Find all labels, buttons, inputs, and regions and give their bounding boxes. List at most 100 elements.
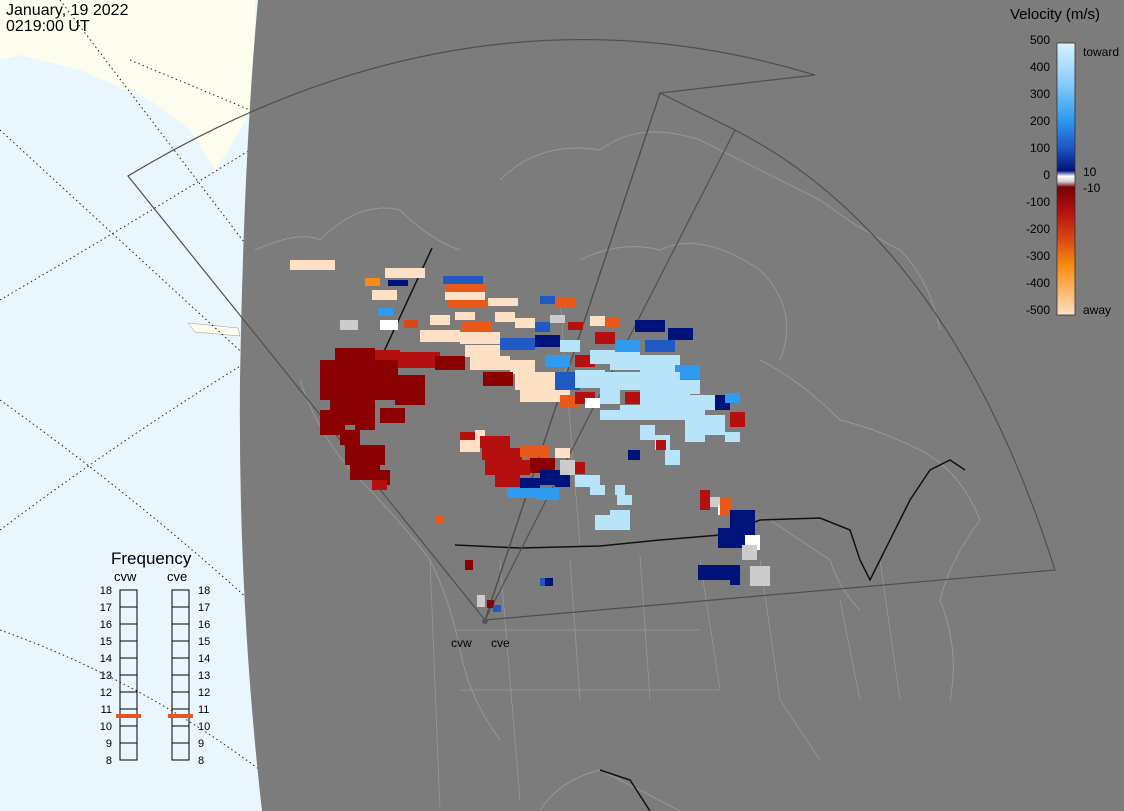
velocity-cell (436, 516, 444, 524)
velocity-cell (645, 340, 675, 352)
velocity-cell (575, 462, 585, 474)
velocity-cell (388, 280, 408, 286)
velocity-cell (720, 497, 732, 515)
velocity-cell (420, 330, 460, 342)
freq-scale-label-right: 11 (198, 704, 210, 716)
velocity-cell (605, 318, 620, 328)
velocity-cell (560, 460, 575, 475)
velocity-cell (555, 298, 575, 308)
velocity-cell (380, 408, 405, 423)
freq-scale-label-left: 18 (99, 585, 112, 597)
velocity-cell (635, 320, 665, 332)
velocity-cell (483, 372, 513, 386)
velocity-cell (460, 432, 480, 442)
velocity-cell (620, 405, 655, 420)
velocity-cell (520, 478, 540, 490)
freq-marker-cve (168, 714, 193, 718)
velocity-cell (448, 300, 488, 308)
freq-marker-cvw (116, 714, 141, 718)
velocity-cell (730, 565, 740, 585)
velocity-cell (535, 335, 560, 347)
velocity-cell (465, 345, 500, 357)
freq-scale-label-left: 17 (99, 602, 112, 614)
velocity-cell (485, 460, 530, 475)
velocity-cell (350, 460, 380, 480)
velocity-cell (640, 392, 665, 407)
velocity-cell (725, 393, 740, 403)
velocity-cell (725, 432, 740, 442)
velocity-cell (385, 268, 405, 278)
velocity-cell (537, 488, 559, 500)
velocity-cell (443, 276, 483, 284)
velocity-cell (495, 312, 515, 322)
freq-scale-label-right: 12 (198, 687, 211, 699)
velocity-cell (665, 450, 680, 465)
velocity-cell (515, 318, 535, 328)
legend-tick: 200 (1029, 114, 1050, 128)
velocity-cell (585, 398, 600, 408)
legend-tick: 400 (1029, 60, 1050, 74)
site-label-cve: cve (491, 636, 510, 650)
velocity-cell (480, 436, 510, 448)
velocity-cell (455, 312, 475, 320)
velocity-cell (460, 440, 480, 452)
velocity-cell (355, 400, 375, 430)
freq-radar-label-cvw: cvw (114, 569, 137, 584)
velocity-cell (555, 448, 570, 458)
freq-scale-label-left: 10 (99, 721, 112, 733)
velocity-cell (698, 565, 738, 580)
freq-scale-label-right: 13 (198, 670, 211, 682)
velocity-cell (520, 445, 550, 457)
velocity-cell (742, 545, 757, 560)
velocity-cell (493, 605, 501, 612)
velocity-cell (600, 372, 640, 390)
velocity-cell (610, 352, 640, 370)
legend-tick: -200 (1025, 222, 1050, 236)
freq-scale-label-right: 18 (198, 585, 211, 597)
velocity-cell (507, 488, 537, 498)
freq-scale-label-left: 14 (99, 653, 112, 665)
velocity-cell (550, 315, 565, 323)
velocity-cell (372, 480, 387, 490)
velocity-cell (610, 510, 630, 530)
velocity-cell (680, 380, 700, 394)
velocity-cell (462, 322, 492, 332)
velocity-cell (705, 415, 725, 435)
radar-site-marker (482, 618, 488, 624)
velocity-cell (668, 328, 693, 340)
velocity-cell (568, 322, 583, 330)
velocity-cell (404, 320, 418, 328)
velocity-cell (555, 372, 580, 390)
velocity-cell (665, 392, 690, 407)
legend-plus10-label: 10 (1083, 165, 1097, 179)
legend-tick: -300 (1025, 249, 1050, 263)
velocity-cell (477, 595, 485, 607)
velocity-cell (445, 284, 485, 292)
velocity-cell (515, 372, 555, 390)
legend-away-label: away (1083, 303, 1112, 317)
alaska-island (187, 322, 241, 337)
legend-minus10-label: -10 (1083, 181, 1101, 195)
velocity-cell (445, 292, 485, 300)
velocity-cell (615, 485, 625, 495)
velocity-legend-title: Velocity (m/s) (1010, 6, 1101, 23)
velocity-cell (340, 430, 360, 445)
velocity-cell (628, 450, 640, 460)
velocity-cell (710, 497, 720, 507)
velocity-cell (340, 320, 358, 330)
legend-tick: 100 (1029, 141, 1050, 155)
graticule (0, 0, 261, 771)
velocity-cell (460, 332, 500, 344)
legend-tick: 300 (1029, 87, 1050, 101)
velocity-cell (390, 352, 440, 368)
state-lines (429, 299, 901, 811)
legend-tick: -500 (1025, 303, 1050, 317)
freq-scale-label-right: 10 (198, 721, 211, 733)
velocity-cell (600, 410, 620, 420)
velocity-cell (655, 405, 680, 420)
velocity-cell (750, 566, 770, 586)
velocity-cell (487, 600, 494, 608)
velocity-cell (545, 578, 553, 586)
velocity-cell (495, 475, 520, 487)
